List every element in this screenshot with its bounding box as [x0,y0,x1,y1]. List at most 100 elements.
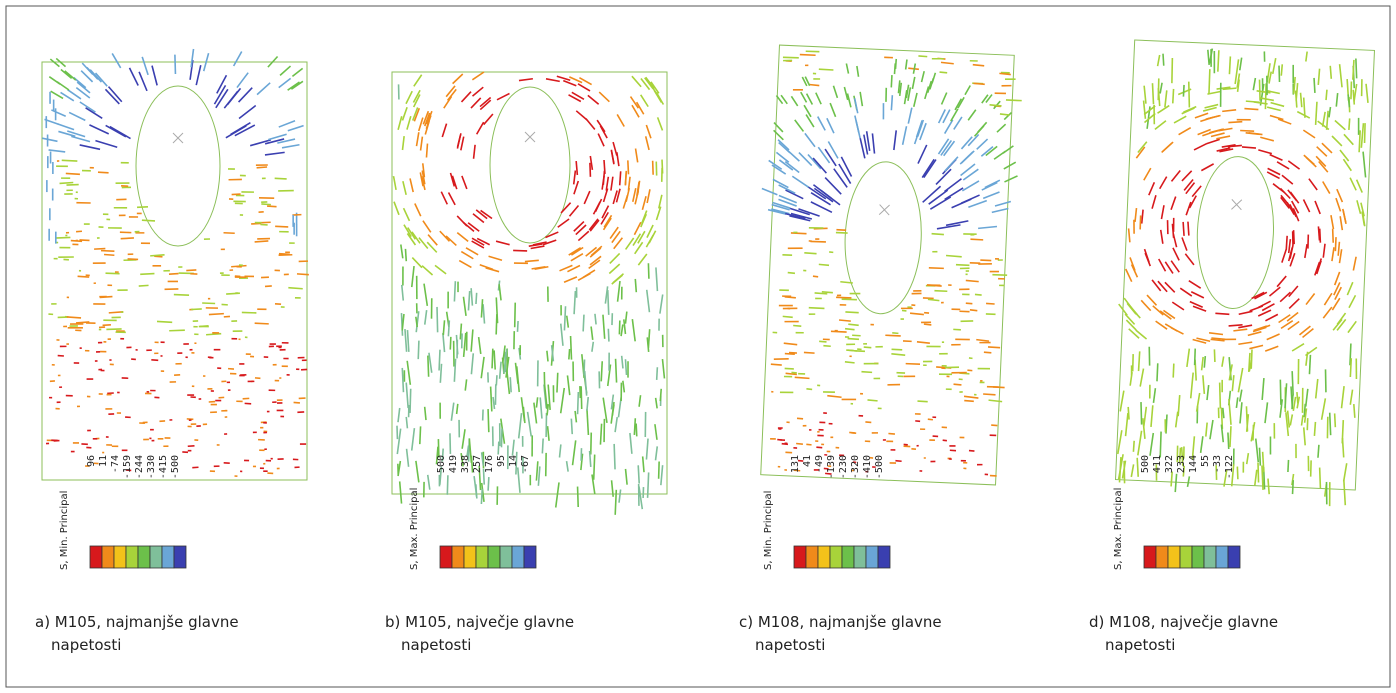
stress-vector [1227,432,1230,450]
stress-vector [793,469,801,472]
stress-vector [922,297,934,300]
stress-vector [1242,461,1245,473]
stress-vector [633,418,637,435]
stress-vector [488,255,503,262]
stress-vector [1170,471,1173,487]
stress-vector [601,205,610,219]
stress-vector [446,88,457,101]
stress-vector [1352,89,1356,105]
stress-vector [456,134,462,149]
stress-vector [610,150,615,165]
stress-vector [215,88,229,109]
caption: napetosti [401,636,471,654]
stress-vector [622,380,626,393]
stress-vector [1301,387,1304,413]
stress-vector [526,411,533,437]
stress-vector [924,86,930,100]
stress-vector [1207,49,1210,66]
stress-vector [406,330,410,352]
stress-vector [535,461,539,481]
stress-vector [785,189,804,200]
stress-vector [213,84,227,105]
stress-vector [1286,410,1291,428]
stress-vector [1129,371,1133,386]
stress-vector [988,399,1003,403]
stress-vector [1314,378,1319,399]
stress-vector [940,92,948,105]
stress-vector [815,92,822,105]
stress-vector [76,81,91,94]
stress-vector [602,397,608,423]
stress-vector [812,275,819,278]
stress-vector [845,63,850,74]
stress-vector [624,359,628,376]
stress-vector [1125,319,1137,331]
stress-vector [928,189,949,205]
stress-vector [1124,412,1129,437]
stress-vector [638,395,642,407]
stress-vector [582,314,585,332]
stress-vector [986,385,999,388]
stress-vector [1322,181,1331,194]
stress-vector [1333,271,1341,286]
stress-vector [428,352,433,373]
stress-vector [1156,363,1159,382]
stress-vector [439,230,451,242]
caption: napetosti [51,636,121,654]
hole [1196,156,1275,309]
stress-vector [1347,320,1357,334]
stress-vector [1264,402,1269,424]
stress-vector [1204,103,1219,109]
stress-vector [470,288,474,306]
stress-vector [1177,88,1192,96]
stress-vector [817,116,826,131]
stress-vector [462,296,467,316]
stress-vector [808,227,824,229]
stress-vector [1295,443,1297,459]
stress-vector [798,208,820,217]
stress-vector [624,237,635,250]
stress-vector [873,377,881,380]
stress-vector [288,286,303,290]
stress-vector [1273,423,1276,439]
stress-vector [401,367,405,393]
stress-vector [805,114,815,128]
stress-vector [806,388,813,391]
stress-vector [1170,169,1181,182]
stress-vector [1317,226,1321,241]
stress-vector [1142,418,1146,439]
legend-value: -49 [814,455,825,473]
stress-vector [611,230,621,244]
stress-vector [931,232,944,236]
stress-vector [410,428,416,451]
stress-vector [1296,110,1311,119]
stress-vector [1265,313,1279,322]
stress-vector [1182,221,1185,236]
stress-vector [1162,53,1165,66]
stress-vector [467,291,471,311]
stress-vector [805,93,814,105]
stress-vector [500,428,503,448]
stress-vector [804,76,811,87]
stress-vector [267,55,279,68]
stress-vector [588,218,599,231]
stress-vector [401,313,405,331]
stress-vector [939,352,948,355]
stress-vector [479,96,492,108]
stress-vector [660,465,664,486]
stress-vector [559,264,573,272]
stress-vector [602,217,612,231]
stress-vector [790,212,813,220]
stress-vector [483,113,494,126]
legend-value: 176 [484,455,495,473]
stress-vector [528,243,543,247]
stress-vector [1181,107,1195,115]
stress-vector [400,313,404,336]
stress-vector [967,133,980,147]
stress-vector [517,413,523,439]
stress-vector [1330,215,1335,230]
stress-vector [559,387,566,414]
stress-vector [568,247,582,256]
stress-vector [75,321,90,324]
stress-vector [1346,281,1354,296]
